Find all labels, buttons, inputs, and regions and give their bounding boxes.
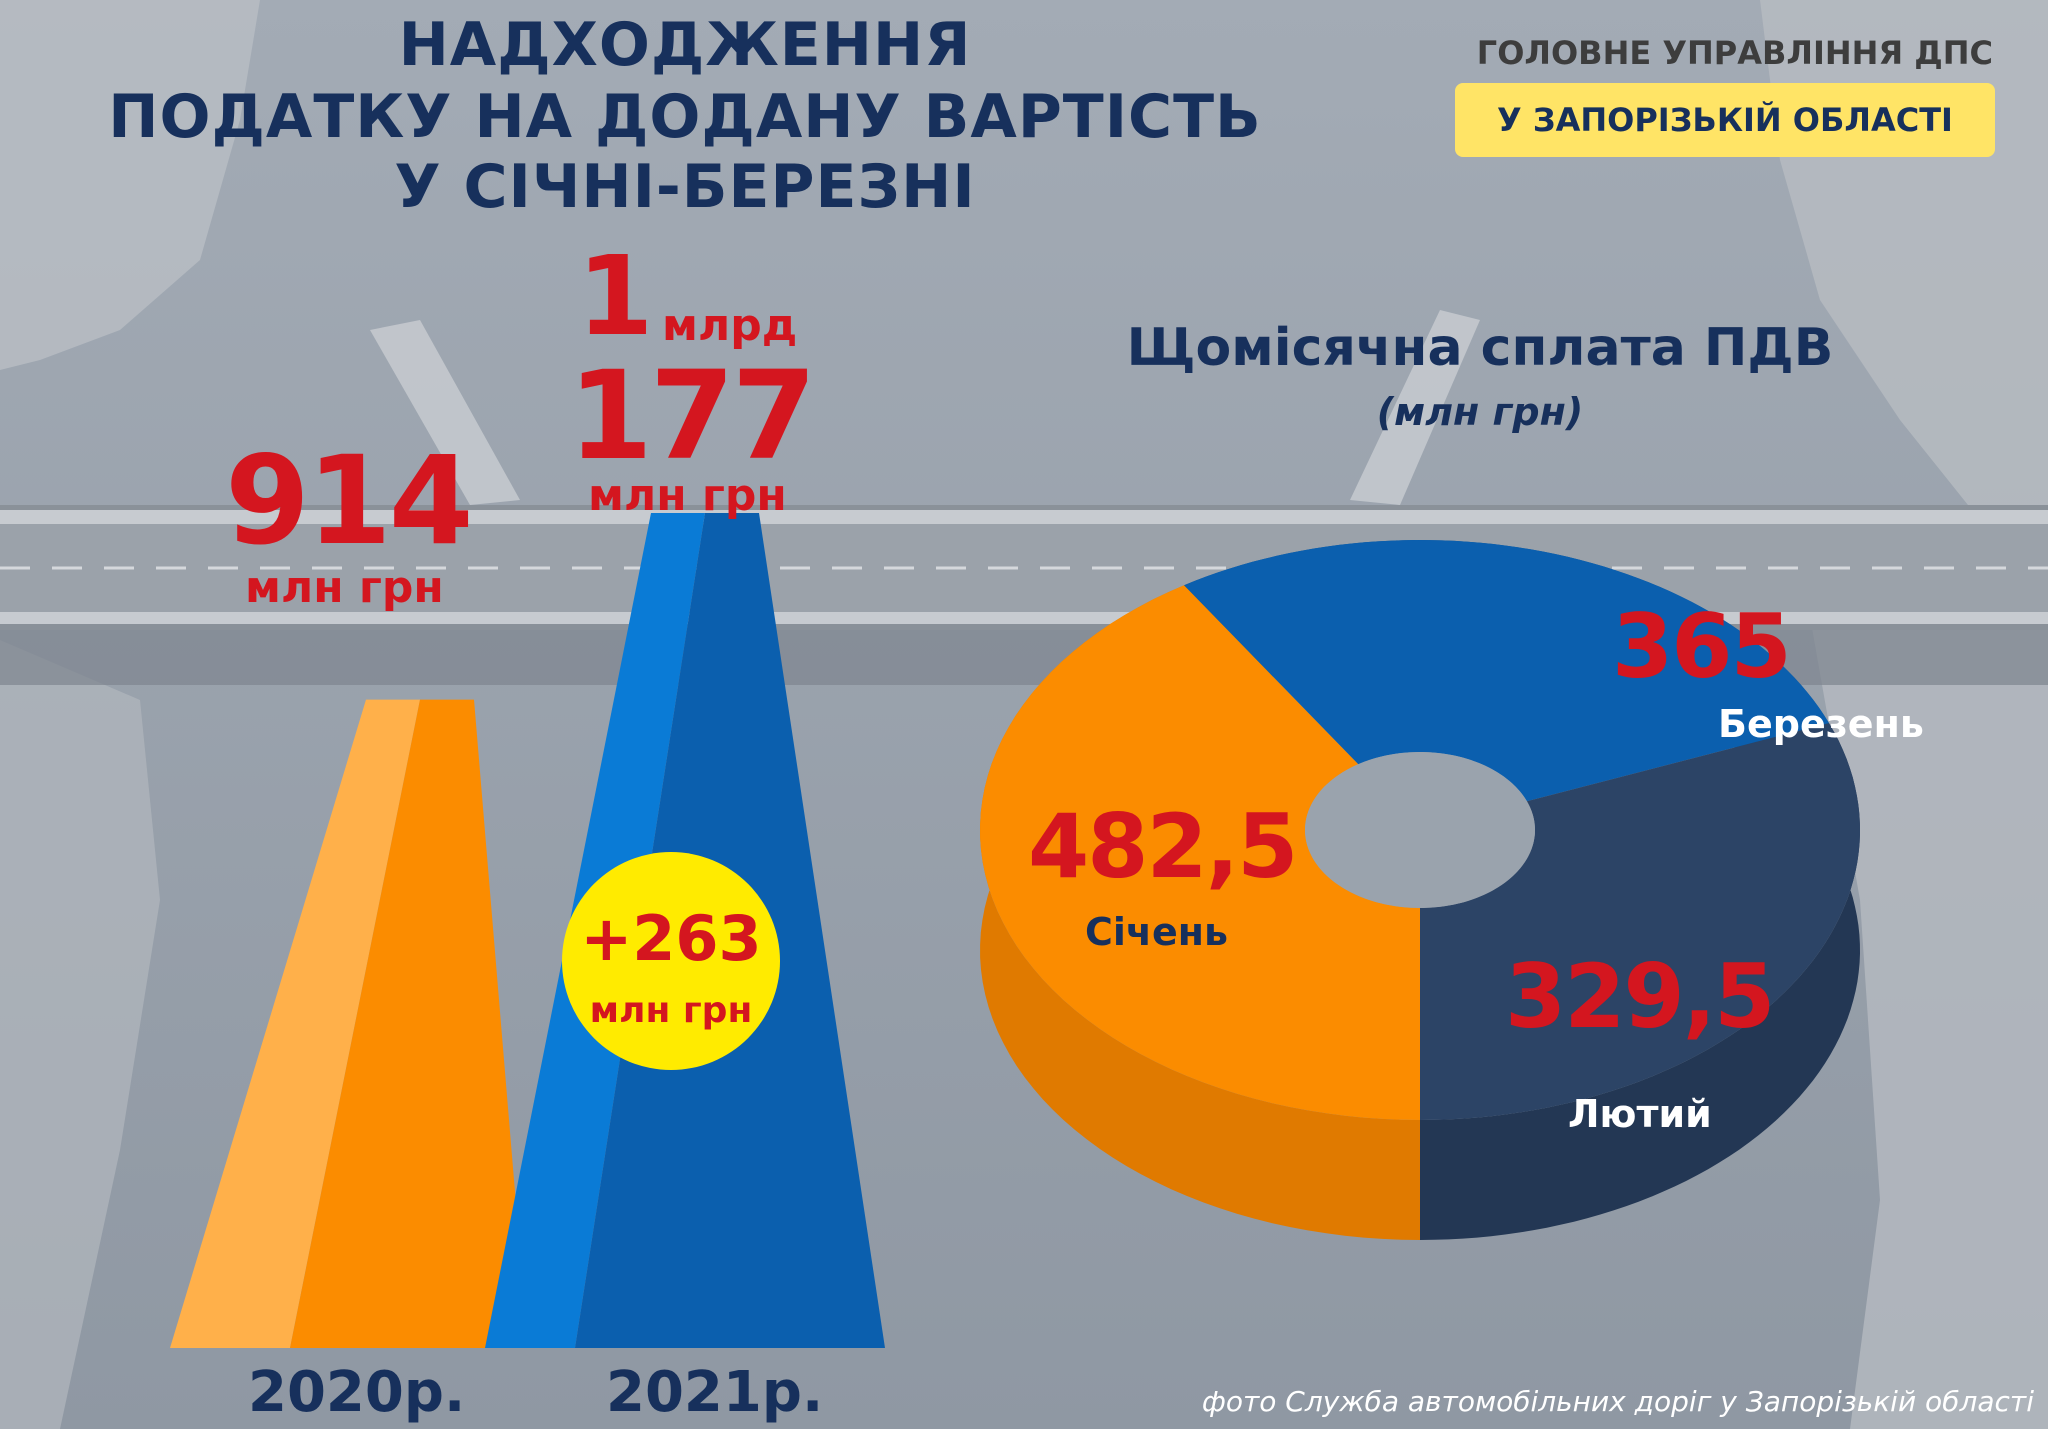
slice-label-march: Березень <box>1718 702 1924 746</box>
year-label-2020: 2020р. <box>248 1360 466 1425</box>
slice-value-march: 365 <box>1612 595 1792 698</box>
bar-value-2021: 177 <box>568 345 817 487</box>
slice-value-february: 329,5 <box>1505 945 1775 1048</box>
donut-slice-Січень <box>980 585 1420 1120</box>
donut-title: Щомісячна сплата ПДВ <box>1126 318 1834 378</box>
bar-value-2021-billions: 1 <box>577 232 654 360</box>
donut-subtitle: (млн грн) <box>1376 390 1584 434</box>
bar-unit-2020: млн грн <box>245 562 444 613</box>
slice-value-january: 482,5 <box>1028 795 1298 898</box>
slice-label-january: Січень <box>1085 910 1229 954</box>
increase-badge <box>562 852 780 1070</box>
year-label-2021: 2021р. <box>606 1360 824 1425</box>
photo-credit: фото Служба автомобільних доріг у Запорі… <box>1201 1385 2034 1418</box>
donut-slice-Березень <box>1420 723 1860 1120</box>
organization-name: ГОЛОВНЕ УПРАВЛІННЯ ДПС <box>1476 34 1993 72</box>
bar-value-2020: 914 <box>225 430 474 572</box>
title-line-3: У СІЧНІ-БЕРЕЗНІ <box>394 152 976 222</box>
bar-unit-2021: млн грн <box>588 470 787 521</box>
bar-2020р.-face-right <box>290 699 528 1348</box>
organization-region-badge: У ЗАПОРІЗЬКІЙ ОБЛАСТІ <box>1455 83 1995 157</box>
slice-label-february: Лютий <box>1568 1092 1712 1136</box>
donut-slice-side-Березень <box>1420 723 1860 1240</box>
increase-unit: млн грн <box>589 990 753 1031</box>
title-line-1: НАДХОДЖЕННЯ <box>398 10 972 80</box>
donut-hole <box>1305 752 1535 908</box>
bar-2020р.-face-left <box>170 699 420 1348</box>
increase-value: +263 <box>580 902 762 975</box>
donut-slice-Лютий <box>1184 540 1829 802</box>
title-line-2: ПОДАТКУ НА ДОДАНУ ВАРТІСТЬ <box>108 82 1262 152</box>
bar-unit-2021-billions: млрд <box>662 300 798 351</box>
